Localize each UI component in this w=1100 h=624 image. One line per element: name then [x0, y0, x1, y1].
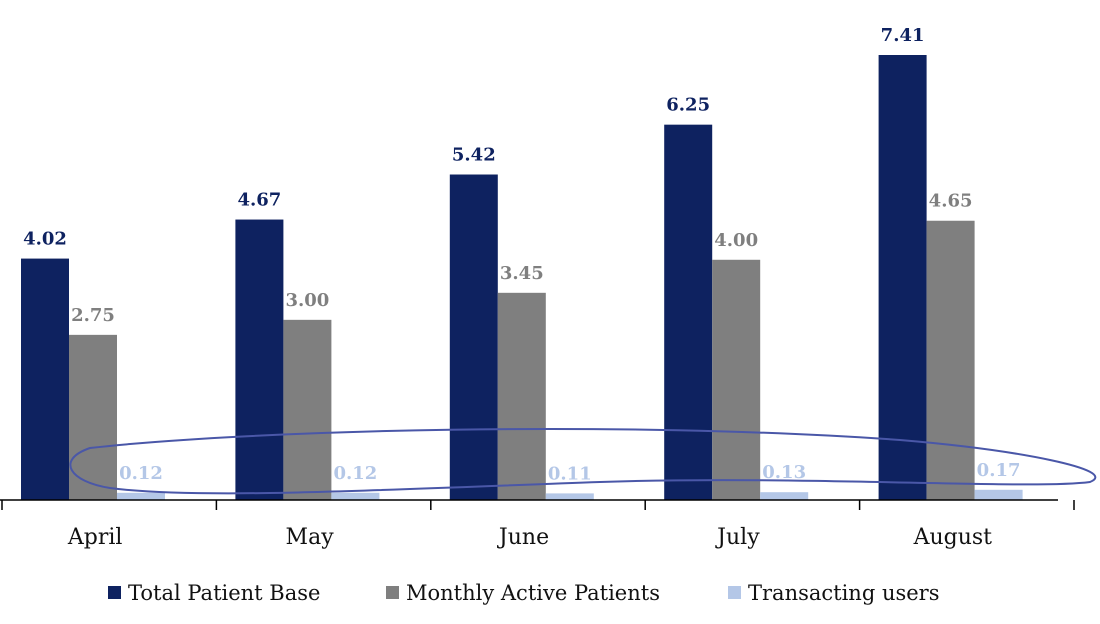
bar-transacting-users-june [545, 493, 594, 500]
value-label: 3.45 [500, 263, 544, 284]
bar-transacting-users-may [331, 492, 380, 500]
value-label: 7.41 [881, 25, 925, 46]
bar-transacting-users-april [117, 492, 165, 500]
bar-total-patient-base-april [21, 258, 69, 500]
value-label: 0.11 [548, 463, 592, 484]
value-label: 6.25 [666, 95, 710, 116]
bar-monthly-active-patients-may [283, 319, 332, 500]
value-label: 4.67 [237, 190, 281, 211]
value-label: 5.42 [452, 145, 496, 166]
bar-total-patient-base-july [664, 124, 713, 500]
x-tick-label: August [913, 525, 993, 550]
value-label: 3.00 [285, 290, 329, 311]
bar-total-patient-base-june [449, 174, 498, 500]
bar-monthly-active-patients-august [926, 220, 975, 500]
x-axis-ticks [1, 500, 1075, 510]
bar-monthly-active-patients-april [69, 334, 117, 500]
x-axis-labels: April May June July August [67, 525, 992, 550]
value-label: 0.13 [762, 462, 806, 483]
x-tick-label: April [67, 525, 123, 550]
legend-swatch [728, 586, 741, 599]
legend: Total Patient Base Monthly Active Patient… [108, 581, 940, 605]
legend-label: Total Patient Base [128, 581, 320, 605]
annotation-ellipse [69, 427, 1097, 495]
bar-total-patient-base-august [878, 55, 927, 500]
legend-swatch [108, 586, 121, 599]
value-labels-layer: 4.02 4.67 5.42 6.25 7.41 2.75 3.00 3.45 4.00 4.65… [23, 25, 1020, 484]
bar-monthly-active-patients-july [712, 259, 761, 500]
value-label: 2.75 [71, 305, 115, 326]
value-label: 0.12 [119, 463, 163, 484]
bar-monthly-active-patients-june [497, 292, 546, 500]
legend-label: Monthly Active Patients [406, 581, 660, 605]
legend-label: Transacting users [748, 581, 940, 605]
value-label: 0.17 [977, 460, 1021, 481]
value-label: 0.12 [333, 463, 377, 484]
bar-transacting-users-july [760, 492, 809, 500]
x-tick-label: June [497, 525, 549, 550]
legend-swatch [386, 586, 399, 599]
x-tick-label: May [286, 525, 335, 550]
x-tick-label: July [715, 525, 760, 550]
bar-total-patient-base-may [235, 219, 284, 500]
value-label: 4.02 [23, 229, 67, 250]
value-label: 4.00 [714, 230, 758, 251]
bars-layer [21, 55, 1023, 500]
value-label: 4.65 [929, 191, 973, 212]
bar-transacting-users-august [974, 489, 1023, 500]
